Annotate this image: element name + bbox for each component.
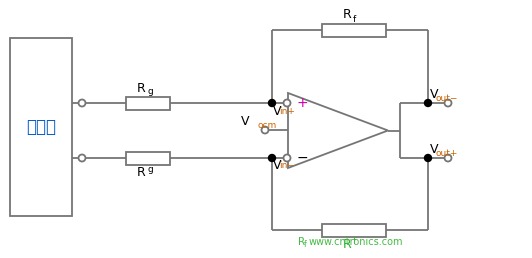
Text: f: f: [353, 237, 356, 246]
Circle shape: [269, 100, 276, 107]
Circle shape: [445, 100, 452, 107]
Text: g: g: [147, 165, 153, 173]
Text: V: V: [430, 143, 438, 156]
Text: R: R: [343, 9, 352, 21]
Text: V: V: [273, 159, 281, 172]
Text: g: g: [147, 87, 153, 96]
Circle shape: [269, 155, 276, 162]
Bar: [126, 151, 170, 165]
Text: R: R: [137, 82, 146, 94]
Text: +: +: [297, 96, 309, 110]
Text: ocm: ocm: [257, 121, 276, 130]
Circle shape: [284, 100, 290, 107]
Text: 信号源: 信号源: [26, 118, 56, 136]
Circle shape: [79, 100, 86, 107]
Text: V: V: [240, 115, 249, 128]
Circle shape: [445, 155, 452, 162]
Bar: [322, 223, 386, 237]
Text: V: V: [430, 88, 438, 101]
Text: in+: in+: [279, 107, 295, 116]
Bar: [126, 96, 170, 109]
Text: R: R: [298, 237, 305, 247]
Text: www.cntronics.com: www.cntronics.com: [309, 237, 403, 247]
Text: −: −: [297, 151, 309, 165]
Circle shape: [284, 155, 290, 162]
Text: out+: out+: [436, 149, 459, 158]
Text: out−: out−: [436, 94, 459, 103]
Text: V: V: [273, 105, 281, 118]
Text: R: R: [137, 166, 146, 180]
Text: f: f: [304, 240, 307, 249]
Circle shape: [425, 100, 431, 107]
Bar: [322, 23, 386, 36]
Circle shape: [262, 126, 269, 133]
Text: in−: in−: [279, 161, 295, 170]
Circle shape: [425, 155, 431, 162]
Bar: [10, 38, 72, 216]
Text: f: f: [353, 14, 356, 23]
Text: R: R: [343, 238, 352, 252]
Circle shape: [79, 155, 86, 162]
